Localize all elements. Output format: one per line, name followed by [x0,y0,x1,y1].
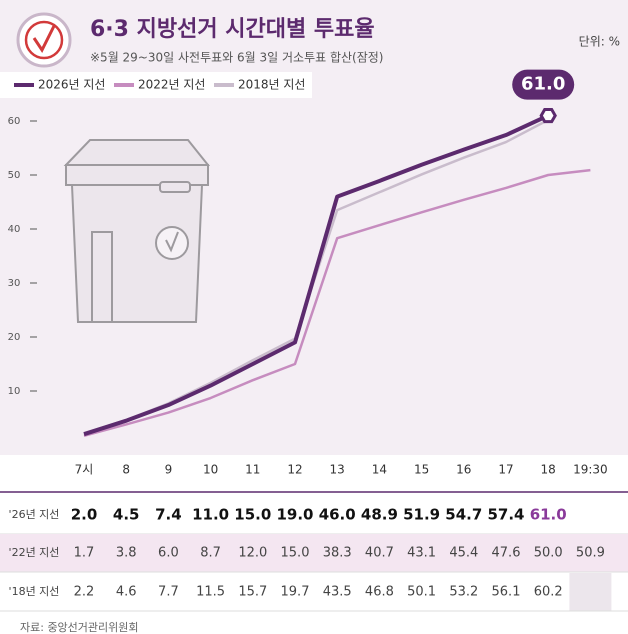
table-cell: 2.2 [74,585,95,600]
unit-label: 단위: % [579,35,620,49]
y-tick-label: 20 [8,332,21,343]
legend-label: 2026년 지선 [38,78,105,92]
table-cell: 50.9 [576,546,605,561]
table-cell: 4.5 [113,506,140,524]
table-cell: 61.0 [530,506,567,524]
table-cell: 45.4 [449,546,478,561]
table-cell: 40.7 [365,546,394,561]
x-tick-label: 18 [541,463,556,477]
table-row [0,573,628,611]
y-tick-label: 30 [8,278,21,289]
table-cell: 43.1 [407,546,436,561]
table-cell: 46.8 [365,585,394,600]
table-cell: 7.7 [158,585,179,600]
x-tick-label: 15 [414,463,429,477]
subtitle: ※5월 29~30일 사전투표와 6월 3일 거소투표 합산(잠정) [90,51,383,65]
row-label: '22년 지선 [9,546,60,559]
table-cell: 19.7 [281,585,310,600]
table-cell: 1.7 [74,546,95,561]
callout-box [512,69,575,100]
y-tick-label: 50 [8,170,21,181]
x-tick-label: 7시 [75,463,94,477]
empty-cell [569,573,612,611]
table-cell: 19.0 [276,506,313,524]
table-cell: 50.1 [407,585,436,600]
table-cell: 6.0 [158,546,179,561]
table-cell: 15.0 [234,506,271,524]
x-tick-label: 9 [165,463,173,477]
y-tick-label: 10 [8,386,21,397]
x-tick-label: 17 [498,463,513,477]
x-tick-label: 13 [330,463,345,477]
x-tick-label: 10 [203,463,218,477]
table-cell: 11.5 [196,585,225,600]
x-tick-label: 14 [372,463,387,477]
table-cell: 60.2 [534,585,563,600]
table-cell: 43.5 [323,585,352,600]
table-cell: 7.4 [155,506,182,524]
table-cell: 51.9 [403,506,440,524]
legend-label: 2022년 지선 [138,78,205,92]
table-cell: 54.7 [445,506,482,524]
table-cell: 38.3 [323,546,352,561]
table-row [0,496,628,534]
table-cell: 47.6 [492,546,521,561]
ballot-box [63,139,211,323]
y-tick-label: 40 [8,224,21,235]
table-cell: 48.9 [361,506,398,524]
table-cell: 53.2 [449,585,478,600]
table-cell: 56.1 [492,585,521,600]
x-tick-label: 11 [245,463,260,477]
row-label: '26년 지선 [9,508,60,521]
table-cell: 11.0 [192,506,229,524]
y-tick-label: 60 [8,116,21,127]
x-tick-label: 16 [456,463,471,477]
table-cell: 3.8 [116,546,137,561]
x-tick-label: 8 [122,463,130,477]
callout-label: 61.0 [521,74,565,95]
table-cell: 4.6 [116,585,137,600]
line-series [83,113,550,437]
table-cell: 57.4 [487,506,524,524]
legend-background [0,72,312,98]
end-marker [539,108,557,124]
table-cell: 15.0 [281,546,310,561]
table-cell: 2.0 [71,506,98,524]
line-series [83,168,591,438]
legend-label: 2018년 지선 [238,78,305,92]
table-cell: 50.0 [534,546,563,561]
table-row [0,534,628,572]
source: 자료: 중앙선거관리위원회 [20,621,139,634]
table-cell: 46.0 [319,506,356,524]
table-cell: 12.0 [238,546,267,561]
chart-title: 6·3 지방선거 시간대별 투표율 [90,17,375,42]
table-cell: 15.7 [238,585,267,600]
x-tick-label: 12 [287,463,302,477]
table-cell: 8.7 [200,546,221,561]
x-tick-label: 19:30 [573,463,608,477]
logo [16,12,72,68]
row-label: '18년 지선 [9,585,60,598]
